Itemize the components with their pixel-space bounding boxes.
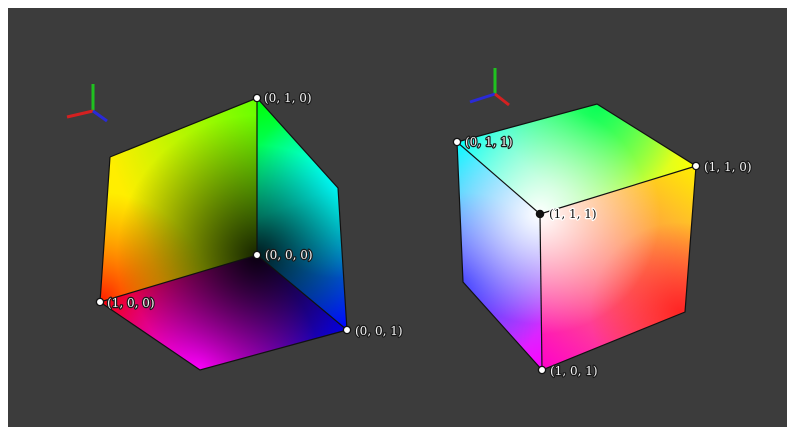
vertex-label-010: (0, 1, 0): [264, 91, 312, 105]
vertex-marker[interactable]: [342, 325, 352, 335]
vertex-marker[interactable]: [95, 297, 105, 307]
rgb-cube-outside-view: (0, 1, 1) (1, 1, 0) (1, 1, 1) (1, 0, 1): [452, 103, 753, 379]
cube-edges: [456, 103, 697, 371]
vertex-label-000: (0, 0, 0): [265, 248, 313, 262]
vertex-marker[interactable]: [252, 250, 262, 260]
rgb-cube-inside-view: (0, 1, 0) (0, 0, 0) (1, 0, 0) (0, 0, 1): [95, 90, 404, 371]
viewport: (0, 1, 0) (0, 0, 0) (1, 0, 0) (0, 0, 1): [8, 8, 787, 427]
vertex-marker[interactable]: [452, 137, 462, 147]
xyz-axes-icon: [469, 68, 510, 107]
cube-face-back-right: [257, 98, 347, 330]
vertex-marker[interactable]: [691, 161, 701, 171]
cube-face-front-left: [457, 142, 542, 370]
cube-face-front-right: [540, 166, 696, 370]
rgb-cube-scene: (0, 1, 0) (0, 0, 0) (1, 0, 0) (0, 0, 1): [66, 68, 753, 379]
xyz-axes-icon: [66, 84, 108, 123]
vertex-marker[interactable]: [252, 93, 262, 103]
cube-face-top: [457, 104, 696, 214]
vertex-marker-selected[interactable]: [535, 209, 545, 219]
vertex-marker[interactable]: [537, 365, 547, 375]
vertex-label-110: (1, 1, 0): [704, 160, 752, 174]
vertex-label-001: (0, 0, 1): [355, 324, 403, 338]
vertex-label-100: (1, 0, 0): [107, 296, 155, 310]
cube-face-back-left: [100, 98, 257, 302]
vertex-label-101: (1, 0, 1): [550, 364, 598, 378]
vertex-label-111: (1, 1, 1): [549, 207, 597, 221]
vertex-label-011: (0, 1, 1): [465, 135, 513, 149]
